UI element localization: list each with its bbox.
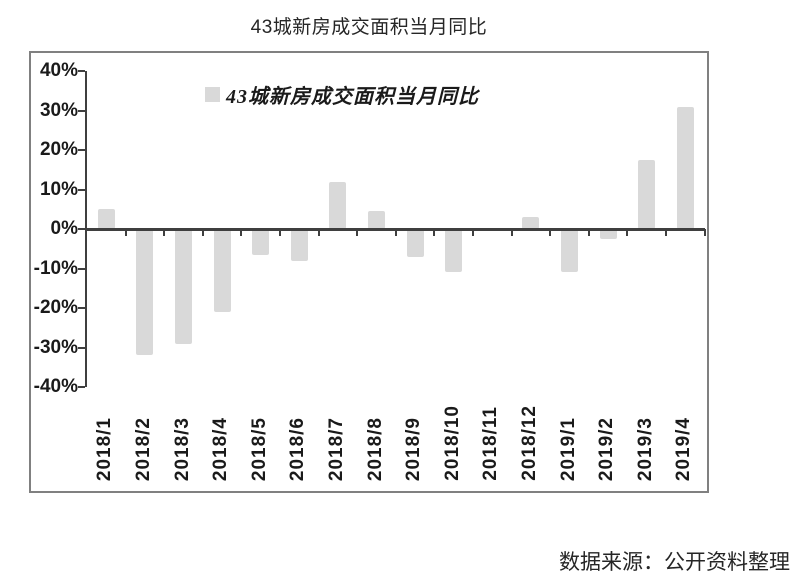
y-tick-label: 30% — [39, 99, 78, 121]
x-axis-tick — [433, 229, 436, 236]
bar — [97, 209, 115, 229]
x-axis-tick — [240, 229, 243, 236]
legend-label: 43城新房成交面积当月同比 — [226, 85, 479, 108]
y-tick-label: 0% — [50, 218, 78, 239]
y-axis-tick — [78, 109, 85, 112]
x-tick-label: 2018/12 — [518, 405, 540, 481]
bar — [290, 229, 308, 261]
y-tick-label: -20% — [33, 297, 78, 318]
bar — [329, 181, 347, 229]
x-axis-tick — [394, 229, 397, 236]
bar — [599, 229, 617, 239]
x-tick-label: 2018/4 — [210, 416, 232, 481]
chart-plot-area: 43城新房成交面积当月同比 40% 30% 20% 10% 0% -10% -20% -30%… — [29, 51, 709, 493]
x-axis-tick — [472, 229, 474, 236]
bar — [406, 229, 424, 257]
y-axis-tick — [78, 386, 85, 388]
x-axis-tick — [163, 229, 166, 236]
y-tick-label: -10% — [33, 257, 78, 279]
x-tick-label: 2018/2 — [132, 416, 154, 481]
bar — [638, 159, 656, 229]
x-tick-label: 2018/1 — [94, 416, 116, 481]
x-axis-tick — [201, 229, 204, 236]
bar — [175, 229, 192, 344]
y-axis-tick — [78, 228, 85, 230]
y-axis-line — [85, 71, 87, 387]
y-axis-tick — [78, 149, 85, 151]
x-tick-label: 2018/8 — [364, 416, 386, 481]
bar — [561, 229, 578, 273]
legend: 43城新房成交面积当月同比 — [205, 82, 479, 108]
bar — [676, 106, 694, 229]
x-axis-tick — [124, 229, 127, 236]
y-tick-label: 40% — [39, 60, 78, 81]
x-tick-label: 2018/10 — [441, 405, 463, 481]
legend-swatch-icon — [205, 86, 220, 102]
y-axis-tick — [78, 307, 85, 309]
x-tick-label: 2019/1 — [557, 416, 579, 481]
x-tick-label: 2018/7 — [325, 416, 347, 481]
y-tick-label: 20% — [39, 139, 78, 160]
x-axis-tick — [665, 229, 667, 236]
x-axis-tick — [703, 229, 706, 236]
y-tick-label: -30% — [33, 336, 78, 358]
bar — [252, 229, 270, 255]
x-tick-label: 2018/11 — [480, 406, 502, 481]
x-axis-tick — [626, 229, 629, 236]
chart-title: 43城新房成交面积当月同比 — [250, 17, 488, 38]
x-axis-tick — [356, 229, 359, 236]
bar — [445, 229, 463, 273]
y-axis-tick — [78, 70, 85, 72]
y-axis-tick — [78, 188, 85, 191]
y-tick-label: 10% — [39, 178, 78, 200]
x-tick-label: 2018/9 — [403, 416, 425, 481]
data-source-note: 数据来源：公开资料整理 — [559, 551, 790, 574]
bar — [368, 211, 385, 229]
x-tick-label: 2018/3 — [171, 416, 193, 481]
y-axis-tick — [78, 267, 85, 270]
x-tick-label: 2019/3 — [634, 416, 656, 481]
x-axis-tick — [317, 229, 320, 236]
bar — [522, 217, 540, 229]
x-tick-label: 2019/2 — [596, 416, 618, 481]
y-axis-tick — [78, 346, 85, 349]
bar — [213, 229, 231, 312]
x-axis-tick — [510, 229, 513, 236]
y-tick-label: -40% — [33, 376, 78, 397]
x-tick-label: 2018/5 — [248, 416, 270, 481]
x-axis-tick — [549, 229, 552, 236]
x-axis-tick — [587, 229, 590, 236]
bar — [136, 229, 154, 356]
x-tick-label: 2018/6 — [287, 416, 309, 481]
x-tick-label: 2019/4 — [673, 416, 695, 481]
x-axis-tick — [279, 229, 281, 236]
